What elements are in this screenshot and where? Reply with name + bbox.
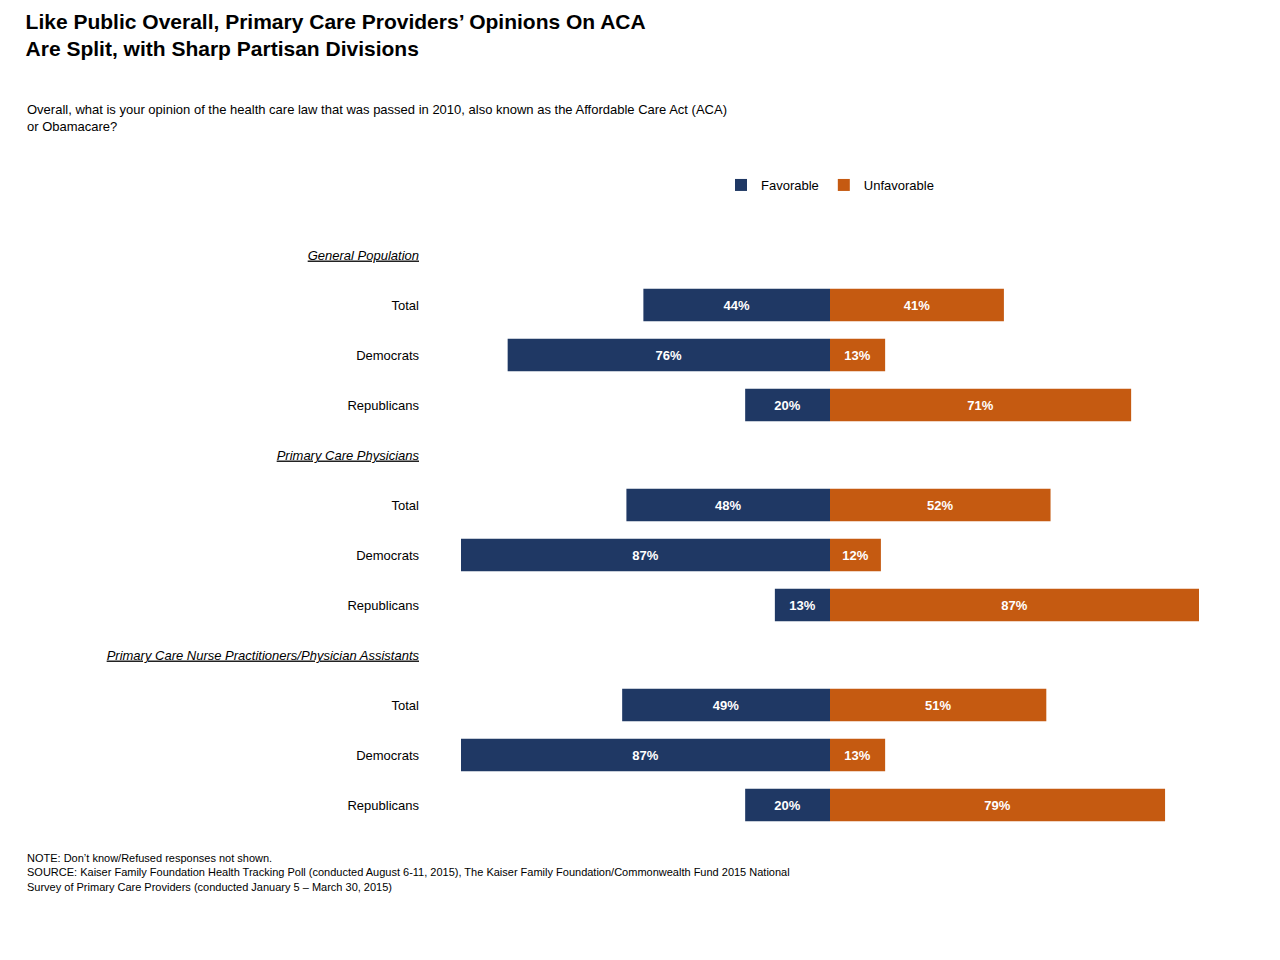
svg-text:12%: 12% bbox=[842, 548, 868, 563]
svg-text:48%: 48% bbox=[715, 498, 741, 513]
svg-text:Democrats: Democrats bbox=[356, 348, 419, 363]
svg-text:13%: 13% bbox=[844, 348, 870, 363]
svg-text:44%: 44% bbox=[723, 298, 749, 313]
svg-text:49%: 49% bbox=[713, 698, 739, 713]
svg-text:Democrats: Democrats bbox=[356, 748, 419, 763]
svg-text:NOTE: Don’t know/Refused respo: NOTE: Don’t know/Refused responses not s… bbox=[27, 852, 790, 893]
svg-text:20%: 20% bbox=[774, 798, 800, 813]
svg-text:Unfavorable: Unfavorable bbox=[864, 178, 934, 193]
svg-text:Total: Total bbox=[392, 698, 420, 713]
svg-text:General Population: General Population bbox=[308, 248, 419, 263]
svg-text:Republicans: Republicans bbox=[347, 798, 419, 813]
svg-text:20%: 20% bbox=[774, 398, 800, 413]
svg-text:Primary Care Nurse Practitione: Primary Care Nurse Practitioners/Physici… bbox=[107, 648, 420, 663]
svg-text:Primary Care Physicians: Primary Care Physicians bbox=[277, 448, 420, 463]
svg-text:87%: 87% bbox=[632, 748, 658, 763]
svg-text:87%: 87% bbox=[632, 548, 658, 563]
svg-text:76%: 76% bbox=[656, 348, 682, 363]
svg-text:71%: 71% bbox=[967, 398, 993, 413]
svg-text:Overall, what is your opinion: Overall, what is your opinion of the hea… bbox=[27, 102, 727, 134]
svg-text:87%: 87% bbox=[1001, 598, 1027, 613]
svg-text:52%: 52% bbox=[927, 498, 953, 513]
svg-text:Republicans: Republicans bbox=[347, 398, 419, 413]
svg-text:Like Public Overall, Primary C: Like Public Overall, Primary Care Provid… bbox=[26, 10, 646, 60]
svg-text:Favorable: Favorable bbox=[761, 178, 819, 193]
svg-text:51%: 51% bbox=[925, 698, 951, 713]
svg-text:41%: 41% bbox=[904, 298, 930, 313]
svg-text:Republicans: Republicans bbox=[347, 598, 419, 613]
svg-text:13%: 13% bbox=[844, 748, 870, 763]
svg-text:Total: Total bbox=[392, 298, 420, 313]
svg-text:13%: 13% bbox=[789, 598, 815, 613]
svg-text:Total: Total bbox=[392, 498, 420, 513]
svg-text:Democrats: Democrats bbox=[356, 548, 419, 563]
svg-text:79%: 79% bbox=[984, 798, 1010, 813]
